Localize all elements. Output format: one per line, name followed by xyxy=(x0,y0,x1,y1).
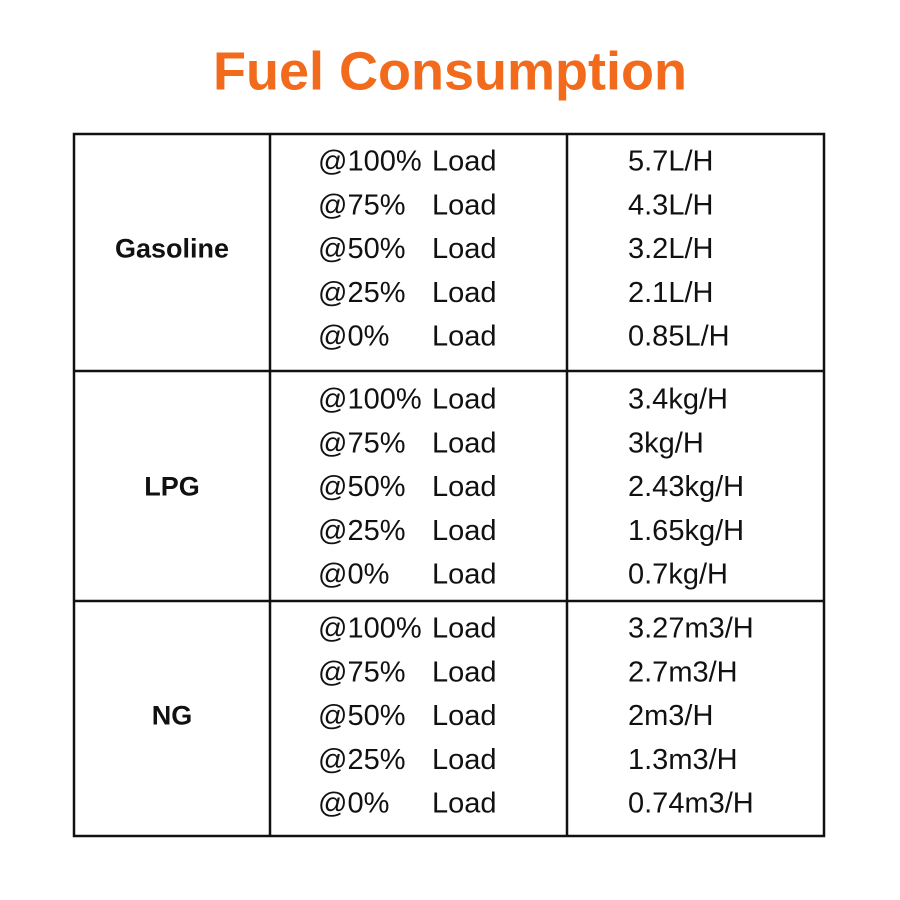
load-word: Load xyxy=(432,189,497,221)
load-percent: @100% xyxy=(318,613,422,645)
load-percent: @25% xyxy=(318,744,405,776)
consumption-value: 1.65kg/H xyxy=(628,515,744,547)
load-percent: @50% xyxy=(318,700,405,732)
load-percent: @0% xyxy=(318,558,389,590)
table-border xyxy=(72,132,826,838)
load-word: Load xyxy=(432,427,497,459)
consumption-value: 2.7m3/H xyxy=(628,656,738,688)
title: Fuel Consumption xyxy=(213,41,687,101)
consumption-value: 4.3L/H xyxy=(628,189,713,221)
load-percent: @75% xyxy=(318,656,405,688)
load-word: Load xyxy=(432,700,497,732)
load-word: Load xyxy=(432,656,497,688)
load-word: Load xyxy=(432,233,497,265)
load-percent: @100% xyxy=(318,384,422,416)
load-percent: @25% xyxy=(318,277,405,309)
consumption-value: 3kg/H xyxy=(628,427,704,459)
load-word: Load xyxy=(432,320,497,352)
consumption-value: 3.27m3/H xyxy=(628,613,754,645)
load-word: Load xyxy=(432,471,497,503)
load-percent: @50% xyxy=(318,233,405,265)
load-word: Load xyxy=(432,515,497,547)
fuel-label: Gasoline xyxy=(115,234,229,264)
load-percent: @50% xyxy=(318,471,405,503)
load-word: Load xyxy=(432,384,497,416)
consumption-value: 0.74m3/H xyxy=(628,787,754,819)
consumption-value: 3.2L/H xyxy=(628,233,713,265)
load-word: Load xyxy=(432,146,497,178)
consumption-value: 2m3/H xyxy=(628,700,713,732)
fuel-label: NG xyxy=(152,701,193,731)
consumption-value: 5.7L/H xyxy=(628,146,713,178)
consumption-value: 2.1L/H xyxy=(628,277,713,309)
load-word: Load xyxy=(432,613,497,645)
consumption-value: 0.7kg/H xyxy=(628,558,728,590)
load-word: Load xyxy=(432,787,497,819)
consumption-value: 2.43kg/H xyxy=(628,471,744,503)
load-percent: @75% xyxy=(318,427,405,459)
load-word: Load xyxy=(432,277,497,309)
fuel-label: LPG xyxy=(144,472,200,502)
load-percent: @100% xyxy=(318,146,422,178)
load-percent: @25% xyxy=(318,515,405,547)
consumption-value: 0.85L/H xyxy=(628,320,730,352)
consumption-value: 1.3m3/H xyxy=(628,744,738,776)
load-word: Load xyxy=(432,558,497,590)
load-percent: @75% xyxy=(318,189,405,221)
consumption-value: 3.4kg/H xyxy=(628,384,728,416)
load-word: Load xyxy=(432,744,497,776)
load-percent: @0% xyxy=(318,787,389,819)
load-percent: @0% xyxy=(318,320,389,352)
